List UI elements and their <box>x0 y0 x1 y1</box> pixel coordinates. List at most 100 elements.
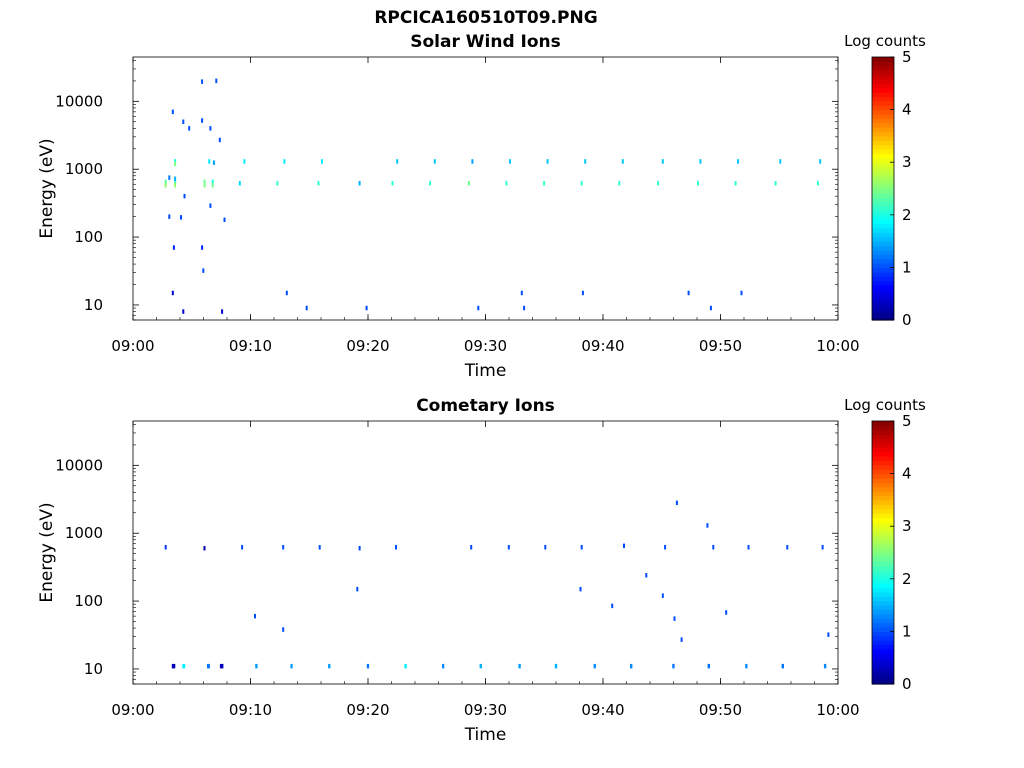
data-cell <box>218 137 221 143</box>
colorbar-band <box>872 596 894 602</box>
data-cell <box>282 627 285 632</box>
colorbar-band <box>872 306 894 312</box>
data-cell <box>180 215 182 220</box>
colorbar-band <box>872 675 894 681</box>
data-cell <box>255 663 258 669</box>
colorbar-band <box>872 591 894 597</box>
colorbar-band <box>872 118 894 124</box>
x-tick-label: 09:40 <box>581 701 624 719</box>
data-cell <box>201 79 204 84</box>
data-cell <box>168 214 171 219</box>
colorbar-band <box>872 517 894 523</box>
colorbar-band <box>872 434 894 440</box>
data-cell <box>672 663 675 669</box>
data-cell <box>356 586 359 592</box>
data-cell <box>328 663 331 669</box>
colorbar-band <box>872 640 894 646</box>
data-cell <box>318 545 321 550</box>
plot-frame <box>132 420 839 685</box>
data-cell <box>290 663 293 669</box>
data-cell <box>623 543 625 549</box>
x-tick-label: 09:20 <box>346 701 389 719</box>
x-tick-label: 09:40 <box>581 337 624 355</box>
data-cell <box>709 305 712 311</box>
data-cell <box>725 610 728 615</box>
data-cell <box>183 193 186 199</box>
figure-title: RPCICA160510T09.PNG <box>374 8 598 28</box>
colorbar-band <box>872 113 894 119</box>
colorbar-band <box>872 289 894 295</box>
panel-1-title: Solar Wind Ions <box>410 32 561 52</box>
colorbar-band <box>872 280 894 286</box>
colorbar-band <box>872 618 894 624</box>
y-tick-label: 10 <box>84 660 103 678</box>
colorbar-band <box>872 179 894 185</box>
colorbar-band <box>872 574 894 580</box>
colorbar-band <box>872 495 894 501</box>
data-cell <box>546 159 549 164</box>
data-cell <box>697 181 699 186</box>
colorbar-band <box>872 96 894 102</box>
colorbar-band <box>872 662 894 668</box>
colorbar-band <box>872 657 894 663</box>
colorbar-band <box>872 100 894 106</box>
colorbar-band <box>872 561 894 567</box>
colorbar-band <box>872 635 894 641</box>
colorbar-tick-label: 2 <box>902 206 912 224</box>
data-cell <box>321 159 323 164</box>
data-cell <box>215 78 218 84</box>
data-cell <box>823 663 827 669</box>
colorbar-tick-label: 3 <box>902 153 912 171</box>
colorbar-band <box>872 513 894 519</box>
colorbar-band <box>872 271 894 277</box>
colorbar-band <box>872 425 894 431</box>
colorbar-band <box>872 184 894 190</box>
data-cell <box>211 179 214 185</box>
colorbar-band <box>872 570 894 576</box>
colorbar-band <box>872 548 894 554</box>
colorbar-band <box>872 254 894 260</box>
data-cell <box>745 663 748 669</box>
colorbar-tick-label: 0 <box>902 311 912 329</box>
x-tick-label: 09:00 <box>111 701 154 719</box>
data-cell <box>188 126 191 131</box>
data-cell <box>467 181 470 186</box>
colorbar-band <box>872 162 894 168</box>
data-cell <box>520 290 523 296</box>
colorbar-tick-label: 2 <box>902 570 912 588</box>
colorbar-band <box>872 539 894 545</box>
colorbar-band <box>872 429 894 435</box>
colorbar-band <box>872 83 894 89</box>
colorbar-band <box>872 276 894 282</box>
data-cell <box>207 663 210 669</box>
colorbar-band <box>872 232 894 238</box>
colorbar-band <box>872 464 894 470</box>
data-cell <box>740 290 743 296</box>
data-cell <box>219 663 224 669</box>
colorbar-band <box>872 442 894 448</box>
colorbar-band <box>872 201 894 207</box>
colorbar-band <box>872 192 894 198</box>
colorbar-band <box>872 166 894 172</box>
y-tick-label: 10000 <box>55 92 103 110</box>
data-cell <box>680 637 683 642</box>
data-cell <box>816 181 819 186</box>
colorbar-band <box>872 157 894 163</box>
colorbar-band <box>872 622 894 628</box>
x-tick-label: 09:30 <box>464 337 507 355</box>
colorbar-tick-label: 1 <box>902 622 912 640</box>
colorbar-band <box>872 644 894 650</box>
data-cell <box>630 663 633 669</box>
data-cell <box>164 183 167 188</box>
colorbar-band <box>872 61 894 67</box>
data-cell <box>164 179 167 185</box>
colorbar-band <box>872 105 894 111</box>
data-cell <box>243 159 246 164</box>
y-tick-label: 100 <box>74 228 103 246</box>
colorbar-band <box>872 477 894 483</box>
data-cell <box>581 290 584 296</box>
data-cell <box>580 545 583 550</box>
data-cell <box>174 161 177 167</box>
colorbar-band <box>872 293 894 299</box>
data-cell <box>395 545 397 550</box>
